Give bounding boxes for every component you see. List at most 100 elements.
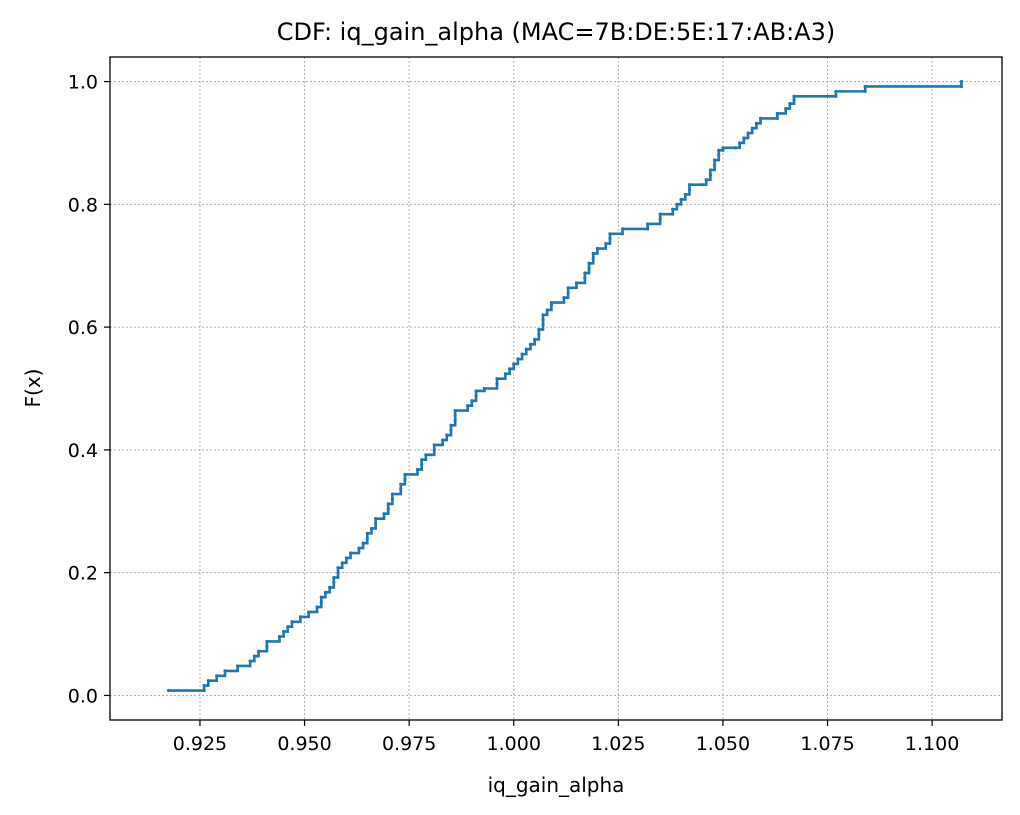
cdf-point	[562, 296, 566, 300]
cdf-point	[712, 158, 717, 162]
cdf-point	[658, 212, 662, 216]
x-tick-label: 1.075	[800, 733, 854, 755]
x-axis-label: iq_gain_alpha	[488, 773, 625, 797]
cdf-point	[332, 575, 336, 580]
cdf-point	[290, 620, 294, 624]
cdf-point	[516, 357, 520, 361]
x-tick-label: 1.025	[591, 733, 645, 755]
cdf-point	[775, 111, 779, 116]
cdf-point	[507, 367, 512, 371]
cdf-point	[390, 492, 395, 496]
cdf-point	[453, 409, 457, 413]
cdf-point	[298, 615, 302, 619]
cdf-point	[549, 303, 554, 307]
cdf-point	[236, 664, 240, 668]
cdf-point	[277, 634, 282, 639]
cdf-point	[382, 512, 386, 516]
cdf-point	[403, 472, 407, 477]
cdf-point	[566, 286, 570, 290]
cdf-point	[792, 94, 796, 98]
cdf-point	[704, 178, 708, 182]
cdf-point	[754, 121, 759, 125]
x-tick-label: 0.925	[173, 733, 227, 755]
cdf-point	[792, 98, 796, 102]
cdf-point	[248, 659, 252, 663]
cdf-point	[441, 438, 445, 442]
cdf-point	[340, 561, 344, 565]
cdf-point	[775, 116, 779, 120]
cdf-point	[432, 443, 436, 447]
cdf-point	[671, 207, 675, 211]
y-axis-label: F(x)	[21, 369, 45, 408]
cdf-point	[687, 188, 692, 192]
cdf-point	[717, 153, 721, 157]
cdf-point	[738, 141, 742, 145]
cdf-point	[265, 644, 269, 648]
cdf-point	[374, 521, 378, 526]
cdf-point	[537, 327, 541, 332]
cdf-point	[466, 404, 470, 408]
cdf-point	[365, 531, 369, 535]
cdf-point	[863, 84, 867, 89]
cdf-point	[348, 551, 353, 555]
cdf-point	[788, 102, 792, 106]
cdf-point	[328, 585, 332, 590]
cdf-point	[386, 502, 390, 506]
cdf-point	[545, 308, 549, 312]
cdf-point	[482, 386, 487, 391]
cdf-point	[758, 116, 763, 120]
cdf-point	[344, 556, 348, 560]
cdf-point	[712, 163, 717, 167]
cdf-point	[834, 89, 838, 93]
cdf-point	[591, 251, 595, 256]
cdf-point	[503, 372, 507, 376]
cdf-point	[361, 541, 365, 545]
y-tick-label: 0.0	[68, 685, 98, 707]
cdf-point	[449, 428, 453, 432]
cdf-point	[620, 232, 625, 236]
cdf-point	[549, 300, 554, 305]
cdf-point	[399, 487, 403, 491]
cdf-point	[583, 276, 587, 280]
cdf-point	[595, 246, 600, 251]
cdf-point	[432, 448, 436, 452]
cdf-point	[256, 649, 261, 653]
cdf-point	[520, 352, 524, 356]
cdf-point	[721, 146, 725, 150]
x-tick-label: 0.975	[382, 733, 436, 755]
cdf-point	[495, 377, 499, 381]
cdf-point	[374, 517, 378, 521]
cdf-point	[721, 148, 725, 152]
cdf-point	[717, 148, 721, 152]
x-tick-label: 1.000	[487, 733, 541, 755]
y-axis: 0.0 0.2 0.4 0.6 0.8 1.0	[68, 72, 110, 707]
y-tick-label: 0.8	[68, 194, 98, 216]
cdf-point	[420, 463, 424, 467]
cdf-point	[474, 394, 478, 398]
cdf-series-line	[168, 81, 963, 692]
cdf-point	[336, 571, 340, 575]
cdf-point	[403, 477, 407, 481]
x-tick-label: 1.100	[905, 733, 959, 755]
cdf-point	[319, 595, 323, 599]
series-layer	[166, 79, 964, 693]
cdf-point	[679, 197, 683, 202]
cdf-point	[323, 590, 328, 594]
cdf-point	[675, 202, 679, 206]
cdf-point	[784, 106, 788, 111]
cdf-point	[959, 84, 964, 89]
cdf-point	[587, 266, 591, 270]
cdf-point	[206, 679, 210, 683]
cdf-point	[495, 381, 499, 386]
cdf-point	[202, 684, 206, 688]
cdf-point	[537, 332, 541, 337]
x-tick-label: 0.950	[277, 733, 331, 755]
cdf-point	[286, 625, 290, 629]
cdf-point	[445, 433, 449, 437]
cdf-point	[215, 674, 219, 678]
cdf-point	[608, 237, 612, 241]
cdf-point	[307, 610, 311, 614]
cdf-point	[733, 146, 738, 150]
cdf-point	[746, 131, 750, 135]
